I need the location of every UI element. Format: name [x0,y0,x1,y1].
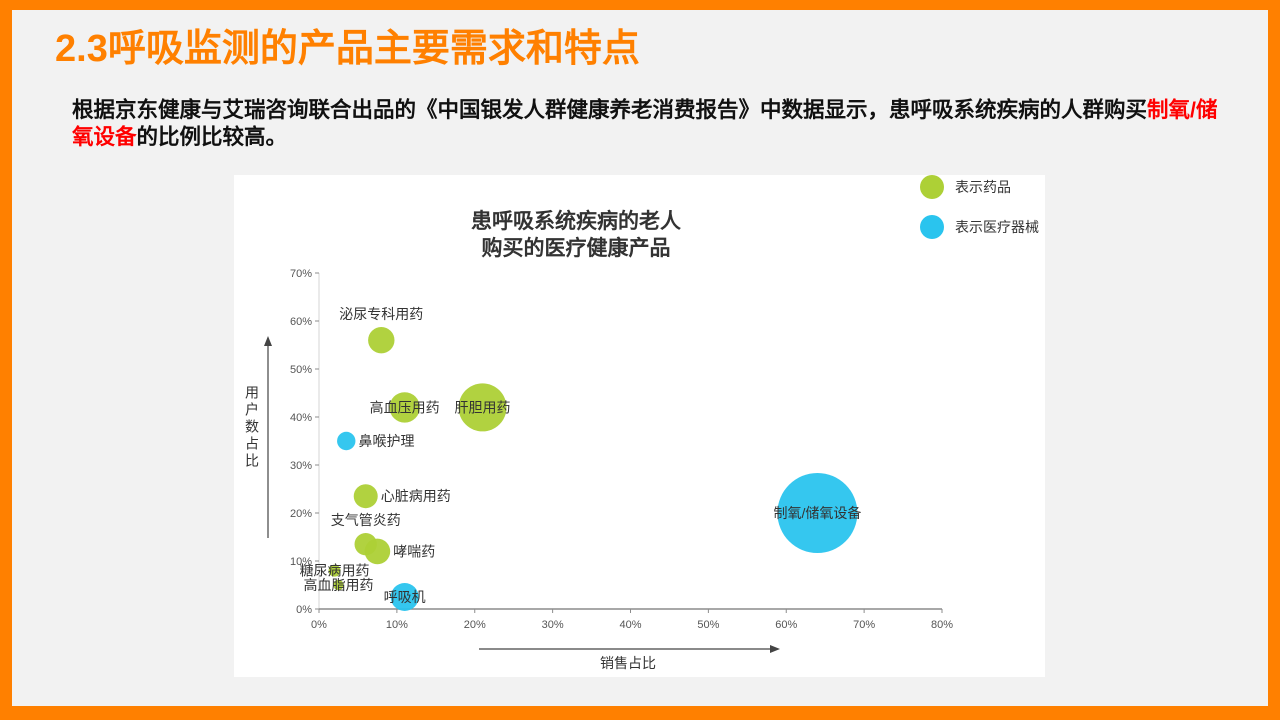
highlight-text: 制氧/储氧设备 [72,98,1218,149]
bubble-label: 制氧/储氧设备 [773,505,861,521]
bubble-chart: 患呼吸系统疾病的老人 购买的医疗健康产品 0% 10% 20% 30% 40% 50% 60% 7… [234,175,1045,677]
legend-label: 表示药品 [955,179,1011,195]
bubble [390,583,419,611]
x-tick-label: 20% [464,619,486,631]
y-tick-label: 50% [290,364,312,376]
bubble-label: 哮喘药 [393,543,435,559]
bubble-label: 支气管炎药 [331,512,401,528]
intro-text-end: 的比例比较高。 [136,125,288,149]
y-axis-title: 用户数占比 [244,385,260,470]
bubble-label: 呼吸机 [384,589,426,605]
x-tick-label: 30% [542,619,564,631]
y-tick-label: 10% [290,556,312,568]
intro-text: 根据京东健康与艾瑞咨询联合出品的《中国银发人群健康养老消费报告》中数据显示，患呼… [72,98,1148,122]
bubble [353,484,378,509]
slide-title: 2.3呼吸监测的产品主要需求和特点 [55,28,640,70]
bubble-label: 高血脂用药 [303,577,373,593]
bubble-label: 泌尿专科用药 [339,306,423,322]
chart-title-line: 患呼吸系统疾病的老人 [471,209,681,233]
x-tick-label: 40% [619,619,641,631]
y-tick-label: 60% [290,316,312,328]
bubble [777,473,858,553]
x-tick-label: 0% [311,619,327,631]
y-axis-arrow-head [264,336,272,346]
x-tick-label: 70% [853,619,875,631]
bubble-label: 鼻喉护理 [358,433,414,449]
x-tick-label: 10% [386,619,408,631]
bubble-label: 肝胆用药 [455,399,511,415]
legend-marker [920,215,944,239]
x-axis-title: 销售占比 [600,655,656,671]
x-tick-label: 80% [931,619,953,631]
y-tick-label: 0% [296,604,312,616]
intro-paragraph: 根据京东健康与艾瑞咨询联合出品的《中国银发人群健康养老消费报告》中数据显示，患呼… [72,97,1224,151]
bubble [337,431,356,451]
y-tick-label: 40% [290,412,312,424]
legend-label: 表示医疗器械 [955,219,1039,235]
bubble-label: 心脏病用药 [381,488,451,504]
y-tick-label: 30% [290,460,312,472]
bubble [389,392,420,423]
legend-marker [920,175,944,199]
slide-content-area: 2.3呼吸监测的产品主要需求和特点 根据京东健康与艾瑞咨询联合出品的《中国银发人… [12,10,1268,706]
bubble [368,327,395,354]
bubble-label: 糖尿病用药 [300,563,370,579]
y-tick-label: 70% [290,268,312,280]
y-tick-label: 20% [290,508,312,520]
bubble [364,538,391,565]
bubble [328,564,341,577]
bubble [333,579,344,591]
chart-title-line: 购买的医疗健康产品 [482,236,671,260]
bubble [458,383,507,432]
x-axis-arrow-head [770,645,780,653]
x-tick-label: 60% [775,619,797,631]
bubble-label: 高血压用药 [370,399,440,415]
x-tick-label: 50% [697,619,719,631]
